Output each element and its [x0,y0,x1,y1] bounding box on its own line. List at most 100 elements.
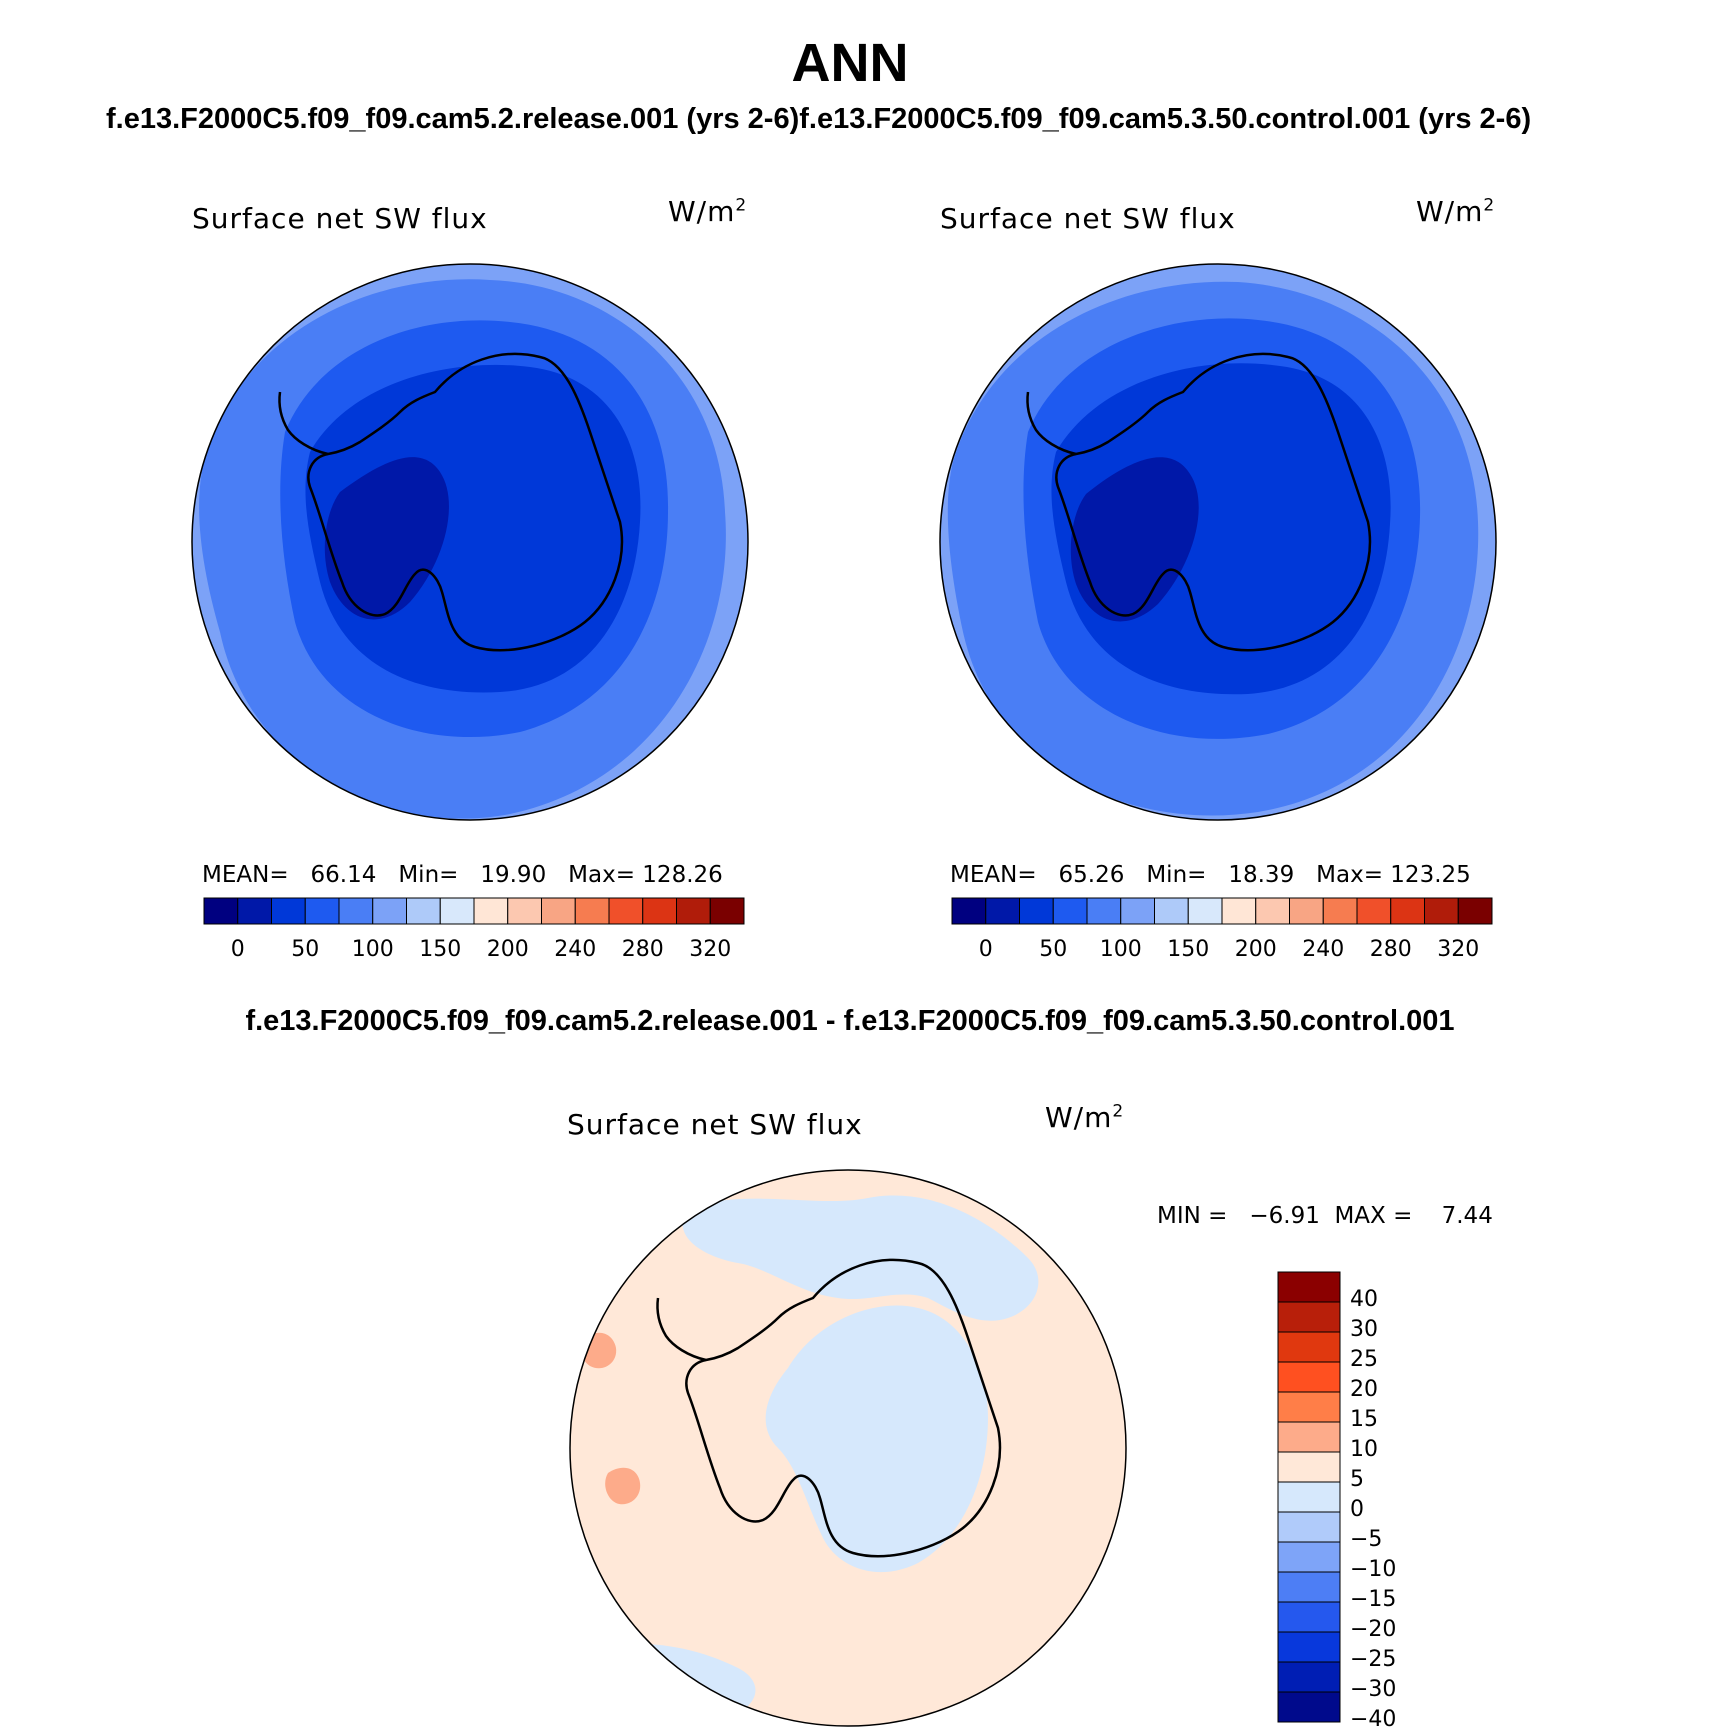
diff-negative-patch [682,1195,1039,1321]
colorbar-label: −20 [1350,1617,1396,1642]
colorbar-label: 100 [1100,937,1142,962]
colorbar-box [709,897,745,925]
colorbar-box [304,897,340,925]
colorbar-box [1019,897,1054,925]
panel2-stats: MEAN= 65.26 Min= 18.39 Max= 123.25 [950,862,1471,888]
colorbar-label: 320 [1437,937,1479,962]
colorbar-box [1277,1271,1341,1303]
colorbar-box [338,897,374,925]
colorbar-box [1277,1481,1341,1513]
panel2-colorbar: 0 50 100 150 200 240 280 320 [951,897,1493,962]
diff-map-border [569,1169,1127,1727]
diff-map [569,1169,1127,1727]
colorbar-label: 50 [291,937,319,962]
colorbar-label: 10 [1350,1437,1378,1462]
colorbar-box [541,897,576,925]
panel1-map-border [191,263,749,821]
antarctica-coastline [307,352,624,652]
colorbar-box [1390,897,1425,925]
colorbar-label: 40 [1350,1287,1378,1312]
antarctica-coastline [685,1258,1002,1558]
colorbar-label: −25 [1350,1647,1396,1672]
sw-band-5 [324,457,449,620]
colorbar-label: 240 [1302,937,1344,962]
colorbar-label: 15 [1350,1407,1378,1432]
colorbar-box [1277,1421,1341,1453]
colorbar-box [203,897,239,925]
colorbar-box [1277,1601,1341,1633]
colorbar-box [1277,1301,1341,1333]
antarctic-peninsula [656,1297,707,1362]
colorbar-box [1277,1571,1341,1603]
colorbar-box [1424,897,1459,925]
colorbar-box [237,897,272,925]
colorbar-box [406,897,441,925]
colorbar-box [1277,1451,1341,1483]
colorbar-box [1322,897,1358,925]
colorbar-box [1277,1631,1341,1663]
colorbar-box [1154,897,1189,925]
antarctic-peninsula [1026,391,1077,456]
sw-band-5 [1070,457,1199,622]
colorbar-box [1277,1541,1341,1573]
colorbar-label: 30 [1350,1317,1378,1342]
colorbar-box [985,897,1020,925]
colorbar-box [1187,897,1223,925]
colorbar-box [951,897,987,925]
colorbar-label: 150 [1167,937,1209,962]
colorbar-label: 150 [419,937,461,962]
colorbar-box [1086,897,1122,925]
panel2-map-border [939,263,1497,821]
colorbar-label: −10 [1350,1557,1396,1582]
colorbar-label: 5 [1350,1467,1364,1492]
panel2-map [939,263,1497,821]
colorbar-label: 200 [1235,937,1277,962]
colorbar-label: 320 [689,937,731,962]
colorbar-label: 240 [554,937,596,962]
colorbar-box [1289,897,1324,925]
panel1-map [191,263,749,821]
colorbar-box [1457,897,1493,925]
case-subtitle: f.e13.F2000C5.f09_f09.cam5.2.release.001… [106,103,1532,135]
diff-panel-units: W/m2 [1045,1101,1125,1134]
page-title: ANN [791,33,909,93]
diff-positive-patch [605,1467,641,1505]
colorbar-box [676,897,711,925]
diff-minmax: MIN = −6.91 MAX = 7.44 [1157,1203,1493,1229]
colorbar-label: 100 [352,937,394,962]
panel2-units: W/m2 [1416,195,1496,228]
colorbar-label: 0 [979,937,993,962]
colorbar-box [608,897,644,925]
colorbar-box [271,897,306,925]
colorbar-box [1120,897,1155,925]
colorbar-box [1356,897,1392,925]
colorbar-label: 0 [231,937,245,962]
colorbar-box [372,897,407,925]
colorbar-label: −5 [1350,1527,1382,1552]
colorbar-label: −15 [1350,1587,1396,1612]
colorbar-box [439,897,475,925]
panel1-title: Surface net SW flux [192,202,488,235]
panel2-title: Surface net SW flux [940,202,1236,235]
diff-panel-title: Surface net SW flux [567,1108,863,1141]
colorbar-label: 25 [1350,1347,1378,1372]
colorbar-label: 280 [622,937,664,962]
colorbar-label: 50 [1039,937,1067,962]
colorbar-label: 20 [1350,1377,1378,1402]
colorbar-box [1221,897,1257,925]
colorbar-box [574,897,610,925]
colorbar-box [1052,897,1088,925]
diff-subtitle: f.e13.F2000C5.f09_f09.cam5.2.release.001… [245,1005,1455,1037]
colorbar-box [1277,1361,1341,1393]
panel1-colorbar: 0 50 100 150 200 240 280 320 [203,897,745,962]
colorbar-label: −40 [1350,1707,1396,1728]
panel1-units: W/m2 [668,195,748,228]
colorbar-label: 280 [1370,937,1412,962]
colorbar-box [1277,1331,1341,1363]
colorbar-box [1255,897,1290,925]
panel1-stats: MEAN= 66.14 Min= 19.90 Max= 128.26 [202,862,723,888]
colorbar-label: −30 [1350,1677,1396,1702]
colorbar-box [1277,1391,1341,1423]
colorbar-box [473,897,509,925]
antarctica-coastline [1055,352,1372,652]
